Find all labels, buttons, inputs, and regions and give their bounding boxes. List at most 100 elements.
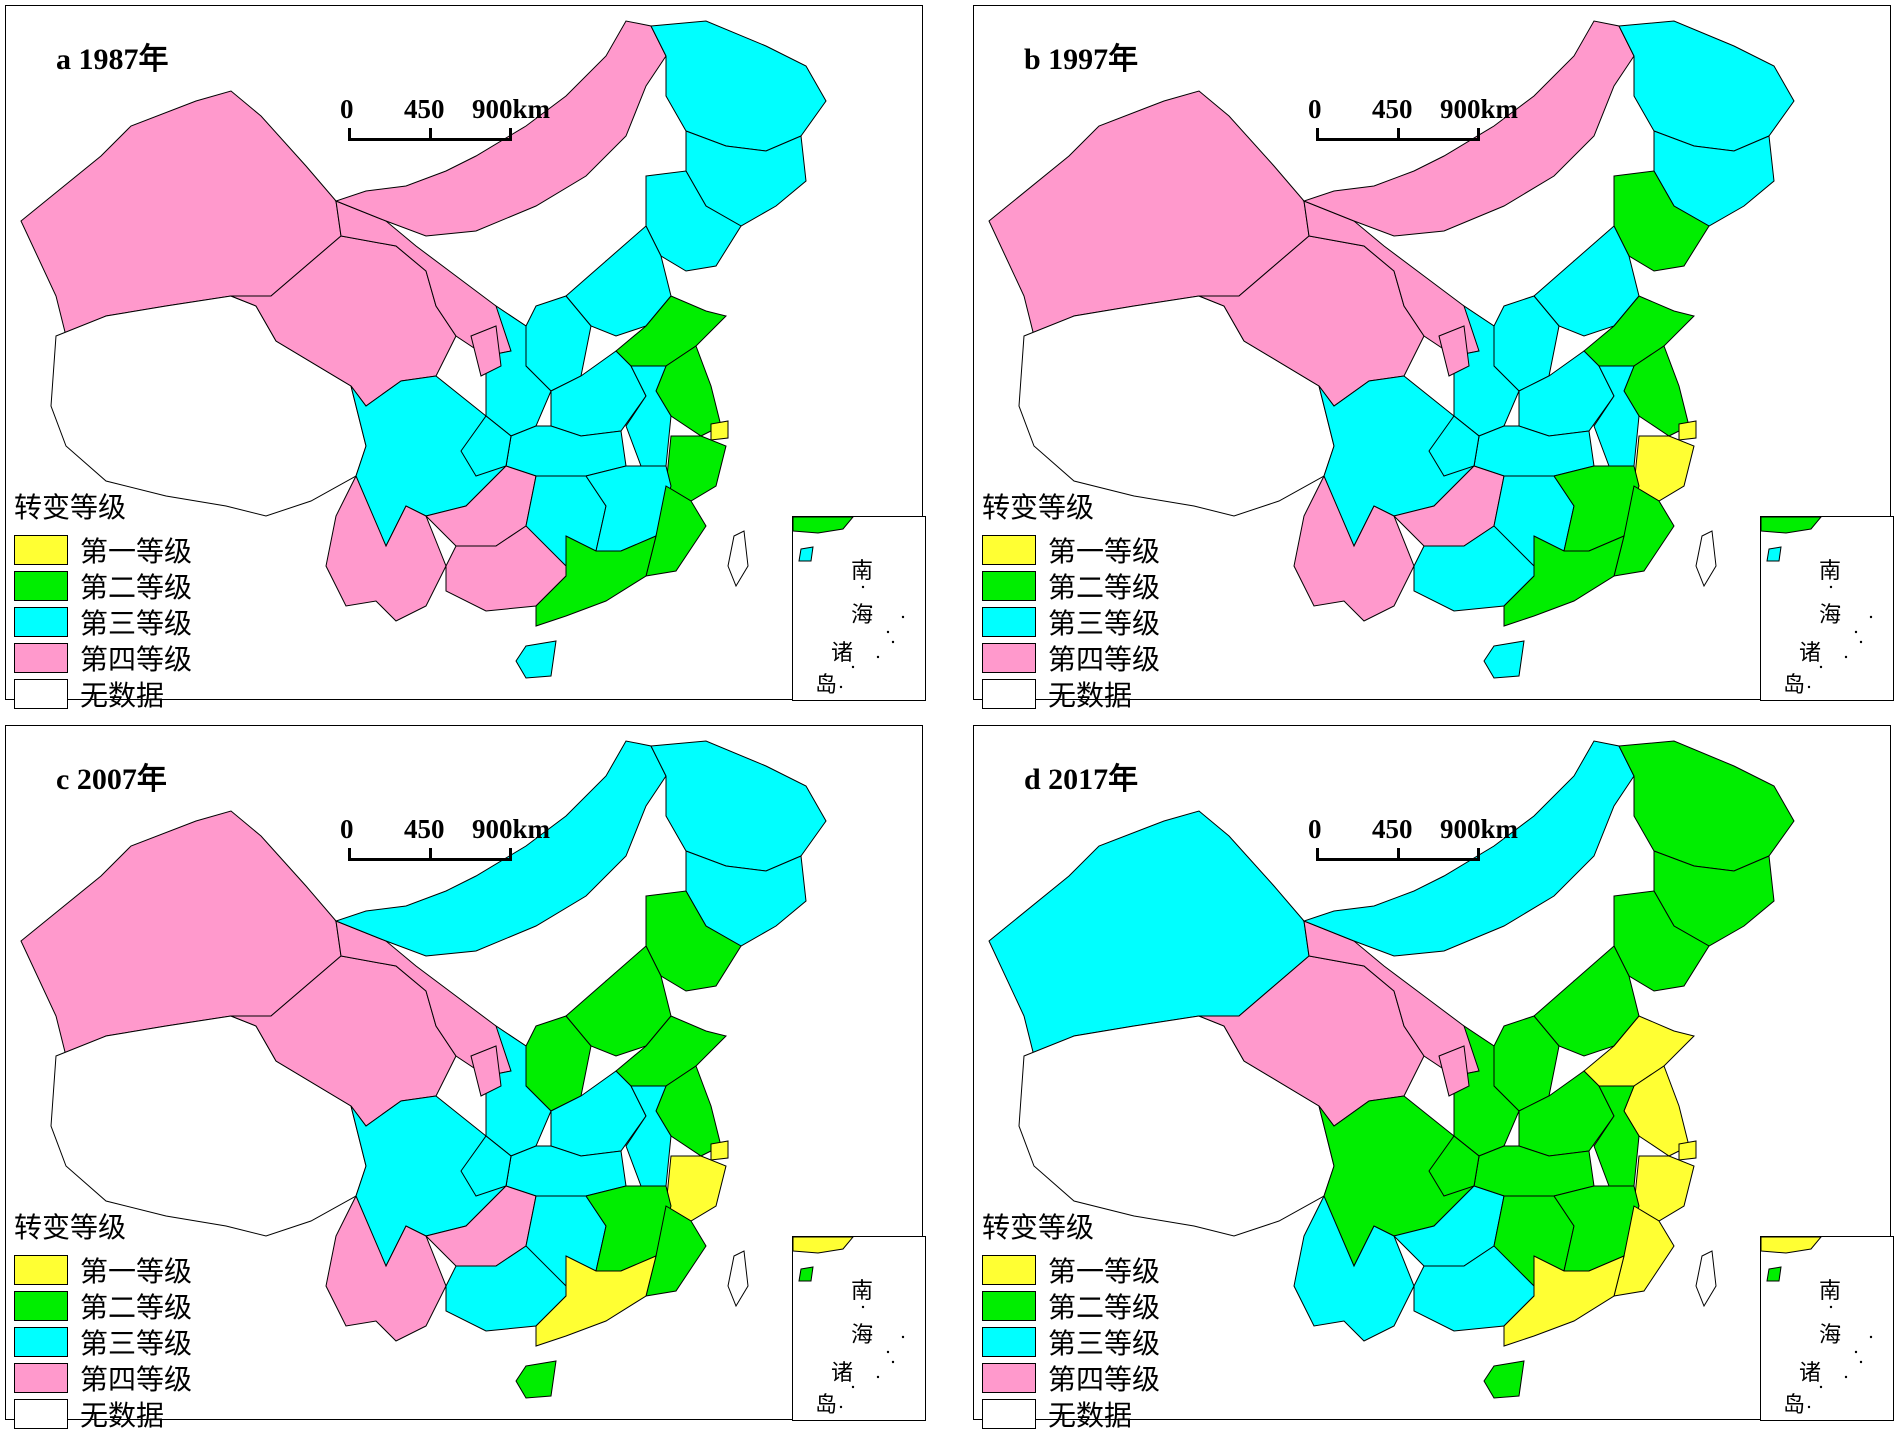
scale-label: 0 bbox=[1308, 814, 1322, 844]
legend-label: 第一等级 bbox=[80, 1257, 193, 1288]
province-shanghai bbox=[1678, 1140, 1697, 1161]
island-taiwan bbox=[1695, 1250, 1717, 1308]
inset-island-dot bbox=[1869, 1335, 1873, 1339]
legend-label: 无数据 bbox=[80, 1401, 165, 1432]
legend-item: 第四等级 bbox=[14, 640, 192, 676]
scale-tick bbox=[429, 848, 432, 861]
legend-item: 无数据 bbox=[982, 676, 1160, 712]
china-map bbox=[988, 20, 1795, 679]
legend-item: 第三等级 bbox=[982, 1324, 1160, 1360]
scale-label: 900km bbox=[472, 814, 551, 844]
legend-title: 转变等级 bbox=[14, 493, 127, 524]
inset-label: 南 bbox=[851, 1278, 874, 1303]
inset-hainan bbox=[798, 546, 814, 562]
inset-label: 诸 bbox=[1799, 640, 1822, 665]
legend-label: 无数据 bbox=[1048, 681, 1133, 712]
province-shanghai bbox=[1678, 420, 1697, 441]
inset-island-dot bbox=[1819, 665, 1823, 669]
scale-label: 450 bbox=[1372, 94, 1413, 124]
inset-island-dot bbox=[1859, 1360, 1863, 1364]
inset-coast bbox=[1760, 516, 1823, 534]
legend-label: 第一等级 bbox=[80, 537, 193, 568]
province-guangdong bbox=[1503, 535, 1625, 627]
province-ningxia bbox=[470, 1045, 502, 1097]
legend-swatch bbox=[14, 1327, 68, 1357]
province-heilongjiang bbox=[1618, 20, 1795, 152]
inset-island-dot bbox=[886, 1350, 890, 1354]
province-hainan bbox=[515, 640, 557, 679]
legend-label: 第三等级 bbox=[80, 609, 193, 640]
inset-island-dot bbox=[1854, 1350, 1858, 1354]
legend-label: 无数据 bbox=[80, 681, 165, 712]
province-guangdong bbox=[535, 1255, 657, 1347]
province-hubei bbox=[505, 1145, 627, 1197]
inset-island-dot bbox=[1807, 1405, 1811, 1409]
inset-island-dot bbox=[1829, 1305, 1833, 1309]
legend-item: 无数据 bbox=[982, 1396, 1160, 1432]
south-china-sea-inset: 南海诸岛 bbox=[792, 1236, 926, 1421]
legend-item: 第三等级 bbox=[14, 604, 192, 640]
inset-island-dot bbox=[1829, 585, 1833, 589]
inset-label: 诸 bbox=[831, 1360, 854, 1385]
island-taiwan bbox=[727, 530, 749, 588]
legend-swatch bbox=[982, 535, 1036, 565]
scale-label: 900km bbox=[472, 94, 551, 124]
inset-island-dot bbox=[891, 1360, 895, 1364]
province-ningxia bbox=[1438, 1045, 1470, 1097]
inset-label: 岛 bbox=[1783, 1392, 1806, 1417]
inset-label: 南 bbox=[1819, 1278, 1842, 1303]
legend-swatch bbox=[14, 679, 68, 709]
legend: 转变等级 第一等级 第二等级 第三等级 第四等级 无数据 bbox=[14, 486, 192, 712]
province-yunnan bbox=[325, 1194, 447, 1342]
legend-label: 第三等级 bbox=[1048, 609, 1161, 640]
inset-island-dot bbox=[851, 1385, 855, 1389]
inset-island-dot bbox=[1819, 1385, 1823, 1389]
inset-map bbox=[792, 1236, 905, 1409]
legend-label: 第二等级 bbox=[1048, 1293, 1161, 1324]
legend-swatch bbox=[982, 1255, 1036, 1285]
inset-label: 海 bbox=[851, 602, 874, 627]
legend-item: 第一等级 bbox=[982, 532, 1160, 568]
china-map bbox=[20, 740, 827, 1399]
inset-island-dot bbox=[1807, 685, 1811, 689]
inset-island-dot bbox=[1854, 630, 1858, 634]
inset-island-dot bbox=[861, 1305, 865, 1309]
legend-swatch bbox=[14, 607, 68, 637]
legend-swatch bbox=[982, 643, 1036, 673]
inset-coast bbox=[1760, 1236, 1823, 1254]
scale-bar: 0 450 900km bbox=[1304, 814, 1518, 874]
scale-label: 0 bbox=[1308, 94, 1322, 124]
panel-title: d 2017年 bbox=[1024, 763, 1139, 796]
legend: 转变等级 第一等级 第二等级 第三等级 第四等级 无数据 bbox=[982, 486, 1160, 712]
inset-island-dot bbox=[839, 1405, 843, 1409]
inset-island-dot bbox=[901, 615, 905, 619]
inset-island-dot bbox=[876, 655, 880, 659]
inset-label: 岛 bbox=[1783, 672, 1806, 697]
legend-label: 第四等级 bbox=[1048, 645, 1161, 676]
legend-title: 转变等级 bbox=[982, 493, 1095, 524]
legend-label: 第二等级 bbox=[80, 1293, 193, 1324]
south-china-sea-inset: 南海诸岛 bbox=[792, 516, 926, 701]
inset-island-dot bbox=[851, 665, 855, 669]
legend-swatch bbox=[14, 1363, 68, 1393]
legend-label: 第三等级 bbox=[80, 1329, 193, 1360]
inset-label: 南 bbox=[851, 558, 874, 583]
legend-swatch bbox=[14, 643, 68, 673]
province-chongqing bbox=[460, 1135, 512, 1197]
legend-title: 转变等级 bbox=[982, 1213, 1095, 1244]
scale-label: 900km bbox=[1440, 94, 1519, 124]
inset-coast bbox=[792, 516, 855, 534]
map-panel: b 1997年 0 450 900km 转变等级 第一等级 第二等级 第三等级 第四等级 无数据 南… bbox=[973, 5, 1894, 712]
legend-label: 第四等级 bbox=[80, 645, 193, 676]
scale-label: 450 bbox=[1372, 814, 1413, 844]
inset-island-dot bbox=[839, 685, 843, 689]
scale-tick bbox=[1397, 128, 1400, 141]
scale-tick bbox=[1316, 128, 1319, 141]
scale-tick bbox=[348, 848, 351, 861]
scale-tick bbox=[509, 128, 512, 141]
province-hubei bbox=[1473, 425, 1595, 477]
inset-island-dot bbox=[1837, 605, 1841, 609]
legend-item: 第三等级 bbox=[982, 604, 1160, 640]
province-hainan bbox=[1483, 1360, 1525, 1399]
south-china-sea-inset: 南海诸岛 bbox=[1760, 516, 1894, 701]
